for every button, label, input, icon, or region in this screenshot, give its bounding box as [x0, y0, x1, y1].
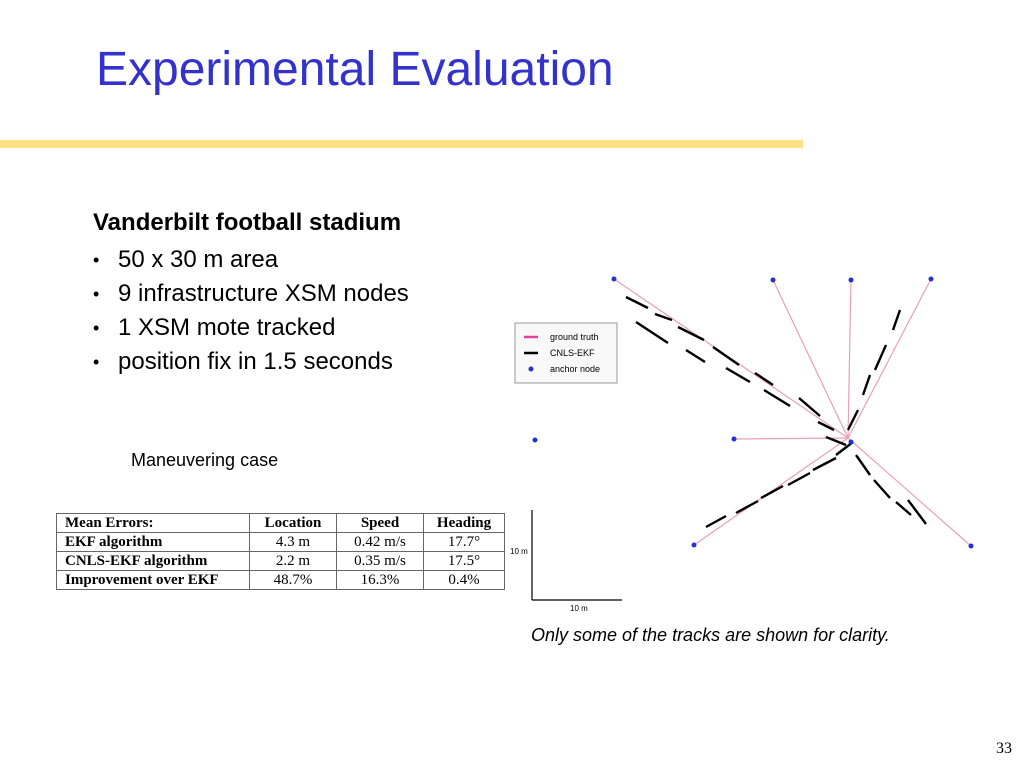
- table-row: CNLS-EKF algorithm 2.2 m 0.35 m/s 17.5°: [56, 551, 505, 571]
- table-caption: Maneuvering case: [131, 450, 279, 470]
- bullet-list: • 50 x 30 m area • 9 infrastructure XSM no…: [93, 243, 409, 379]
- table-cell: 17.7°: [423, 532, 505, 552]
- table-header-cell: Mean Errors:: [56, 513, 250, 533]
- table-cell: 2.2 m: [249, 551, 337, 571]
- estimate-segment: [873, 344, 888, 371]
- ground-truth-line: [847, 279, 852, 439]
- estimate-segment: [891, 309, 902, 331]
- table-row: Improvement over EKF 48.7% 16.3% 0.4%: [56, 570, 505, 590]
- estimate-segment: [712, 346, 740, 366]
- estimate-segment: [861, 374, 872, 396]
- slide-title: Experimental Evaluation: [96, 43, 614, 96]
- table-row: EKF algorithm 4.3 m 0.42 m/s 17.7°: [56, 532, 505, 552]
- estimate-segment: [654, 312, 673, 322]
- estimate-segment: [873, 479, 891, 499]
- table-row-label: EKF algorithm: [56, 532, 250, 552]
- anchor-node-icon: [691, 542, 697, 548]
- bullet-item: • 1 XSM mote tracked: [93, 311, 409, 345]
- estimate-segment: [825, 435, 847, 447]
- estimate-segment: [907, 499, 927, 525]
- anchor-node-icon: [731, 436, 737, 442]
- bullet-text: 1 XSM mote tracked: [118, 314, 336, 341]
- estimate-segment: [754, 372, 774, 386]
- table-header-cell: Heading: [423, 513, 505, 533]
- estimate-segment: [685, 348, 706, 364]
- table-header-row: Mean Errors: Location Speed Heading: [56, 513, 505, 533]
- page-number: 33: [996, 740, 1012, 757]
- estimate-segment: [725, 366, 751, 384]
- ground-truth-line: [847, 437, 972, 547]
- table-header-cell: Location: [249, 513, 337, 533]
- estimate-segment: [763, 388, 791, 408]
- estimate-segment: [817, 420, 835, 432]
- estimate-segment: [895, 501, 912, 516]
- estimate-segment: [735, 499, 759, 515]
- table-cell: 4.3 m: [249, 532, 337, 552]
- legend-label: anchor node: [550, 364, 600, 374]
- bullet-item: • position fix in 1.5 seconds: [93, 345, 409, 379]
- anchor-node-icon: [848, 439, 854, 445]
- bullet-dot-icon: •: [93, 250, 100, 270]
- table-cell: 16.3%: [336, 570, 424, 590]
- table-cell: 17.5°: [423, 551, 505, 571]
- estimate-segment: [855, 454, 871, 476]
- bullet-dot-icon: •: [93, 352, 100, 372]
- bullet-dot-icon: •: [93, 318, 100, 338]
- bullet-item: • 50 x 30 m area: [93, 243, 409, 277]
- table-cell: 48.7%: [249, 570, 337, 590]
- ground-truth-line: [847, 278, 932, 439]
- scale-bar: [531, 510, 622, 601]
- anchor-node-icon: [532, 437, 538, 443]
- tracking-figure: ground truth CNLS-EKF anchor node 10 m 1…: [510, 276, 974, 613]
- error-table: Mean Errors: Location Speed Heading EKF …: [56, 513, 505, 590]
- bullet-text: 50 x 30 m area: [118, 246, 279, 273]
- section-heading: Vanderbilt football stadium: [93, 209, 402, 236]
- table-row-label: CNLS-EKF algorithm: [56, 551, 250, 571]
- estimate-segment: [677, 325, 705, 342]
- anchor-node-icon: [968, 543, 974, 549]
- figure-legend: ground truth CNLS-EKF anchor node: [514, 322, 618, 384]
- estimate-segment: [625, 295, 649, 310]
- table-header-cell: Speed: [336, 513, 424, 533]
- anchor-node-icon: [928, 276, 934, 282]
- ground-truth-line: [772, 279, 849, 439]
- bullet-text: position fix in 1.5 seconds: [118, 348, 393, 375]
- legend-anchor-swatch: [528, 366, 534, 372]
- cnls-ekf-tracks: [625, 295, 927, 529]
- bullet-dot-icon: •: [93, 284, 100, 304]
- bullet-item: • 9 infrastructure XSM nodes: [93, 277, 409, 311]
- title-underline: [0, 140, 803, 148]
- table-cell: 0.42 m/s: [336, 532, 424, 552]
- estimate-segment: [635, 320, 669, 345]
- table-cell: 0.4%: [423, 570, 505, 590]
- figure-note: Only some of the tracks are shown for cl…: [531, 625, 890, 645]
- bullet-text: 9 infrastructure XSM nodes: [118, 280, 409, 307]
- estimate-segment: [705, 514, 727, 529]
- table-row-label: Improvement over EKF: [56, 570, 250, 590]
- anchor-node-icon: [848, 277, 854, 283]
- anchor-node-icon: [770, 277, 776, 283]
- estimate-segment: [798, 397, 821, 417]
- legend-label: ground truth: [550, 332, 599, 342]
- estimate-segment: [812, 456, 837, 472]
- table-cell: 0.35 m/s: [336, 551, 424, 571]
- estimate-segment: [846, 409, 860, 431]
- scale-y-label: 10 m: [510, 547, 528, 556]
- estimate-segment: [760, 484, 784, 500]
- legend-label: CNLS-EKF: [550, 348, 595, 358]
- estimate-segment: [787, 471, 811, 487]
- scale-x-label: 10 m: [570, 604, 588, 613]
- anchor-nodes: [532, 276, 974, 549]
- anchor-node-icon: [611, 276, 617, 282]
